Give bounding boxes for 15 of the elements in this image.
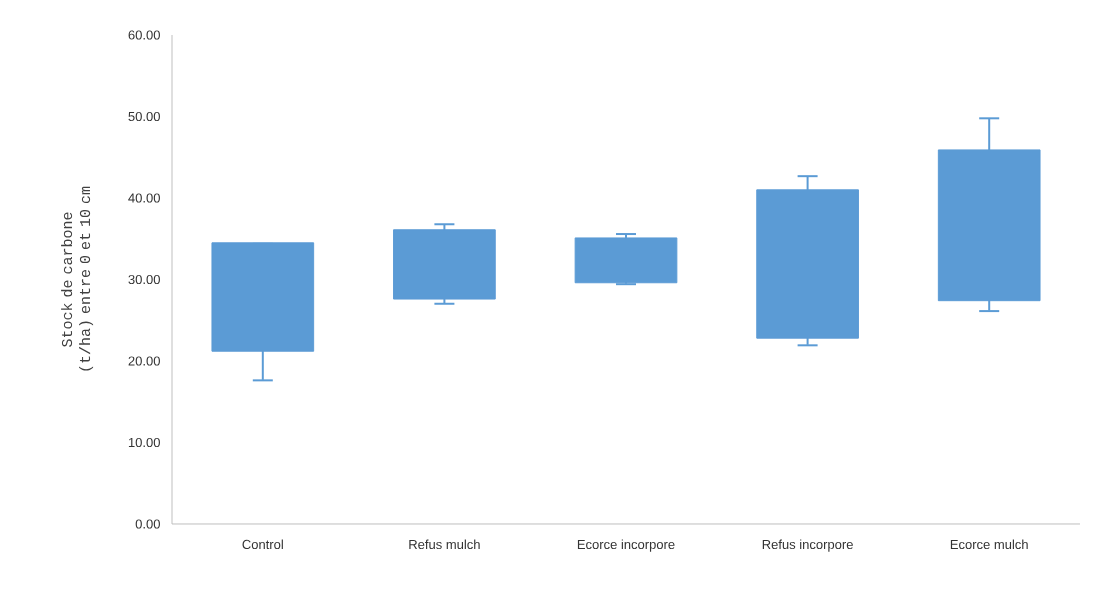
y-tick-label: 30.00 <box>128 274 160 285</box>
bar <box>393 229 496 300</box>
y-axis-title: Stock de carbone (t/ha) entre 0 et 10 cm <box>61 186 94 371</box>
y-tick-label: 60.00 <box>128 30 160 40</box>
y-tick-label: 20.00 <box>128 356 160 366</box>
x-tick-label: Ecorce mulch <box>950 539 1028 550</box>
y-tick-label: 40.00 <box>128 193 160 203</box>
x-tick-label: Control <box>242 539 283 550</box>
y-tick-label: 50.00 <box>128 111 160 122</box>
y-tick-label: 10.00 <box>128 437 160 448</box>
x-tick-label: Refus mulch <box>409 539 480 550</box>
x-tick-label: Ecorce incorpore <box>577 539 675 552</box>
x-tick-label: Refus incorpore <box>762 539 853 552</box>
y-tick-label: 0.00 <box>135 519 160 529</box>
bar <box>574 237 678 284</box>
